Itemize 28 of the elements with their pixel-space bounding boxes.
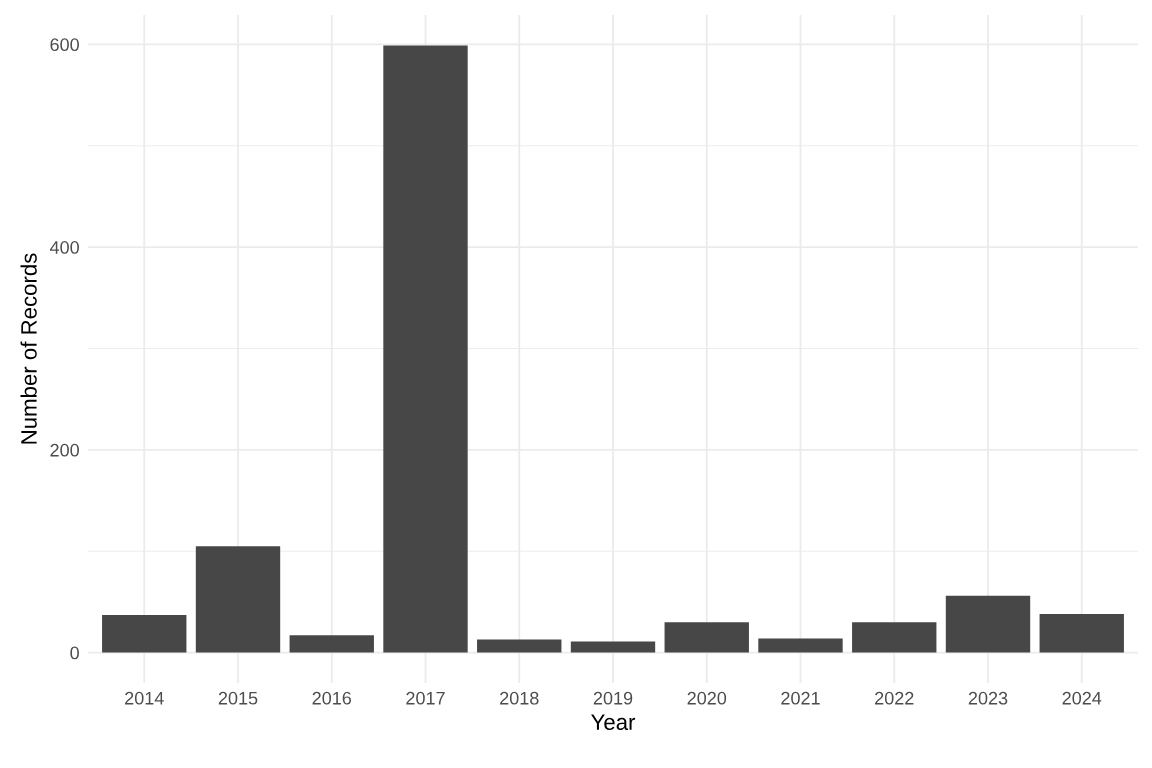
y-axis-title: Number of Records [20, 253, 37, 444]
x-axis-title: Year [591, 714, 636, 731]
bar [664, 622, 749, 653]
x-tick-label: 2023 [968, 691, 1008, 705]
y-tick-label: 200 [50, 443, 79, 457]
bar [383, 45, 468, 653]
x-tick-label: 2016 [312, 691, 352, 705]
x-tick-label: 2019 [593, 691, 633, 705]
bar [195, 546, 281, 653]
y-tick-label: 600 [50, 38, 79, 52]
bar [477, 639, 562, 653]
x-tick-label: 2018 [500, 691, 539, 705]
bar [102, 615, 187, 653]
x-tick-label: 2014 [125, 691, 164, 705]
x-tick-label: 2022 [875, 691, 914, 705]
y-tick-label: 400 [49, 241, 79, 254]
bar [945, 595, 1031, 653]
bar [852, 622, 937, 653]
bar [758, 638, 843, 653]
x-tick-label: 2017 [406, 691, 445, 705]
bar [1039, 614, 1124, 653]
x-tick-label: 2015 [218, 691, 258, 705]
bar [289, 635, 374, 653]
bar [570, 641, 656, 653]
x-tick-label: 2024 [1062, 691, 1102, 705]
y-tick-label: 0 [70, 646, 79, 660]
x-tick-label: 2020 [687, 691, 727, 705]
x-tick-label: 2021 [781, 691, 820, 705]
